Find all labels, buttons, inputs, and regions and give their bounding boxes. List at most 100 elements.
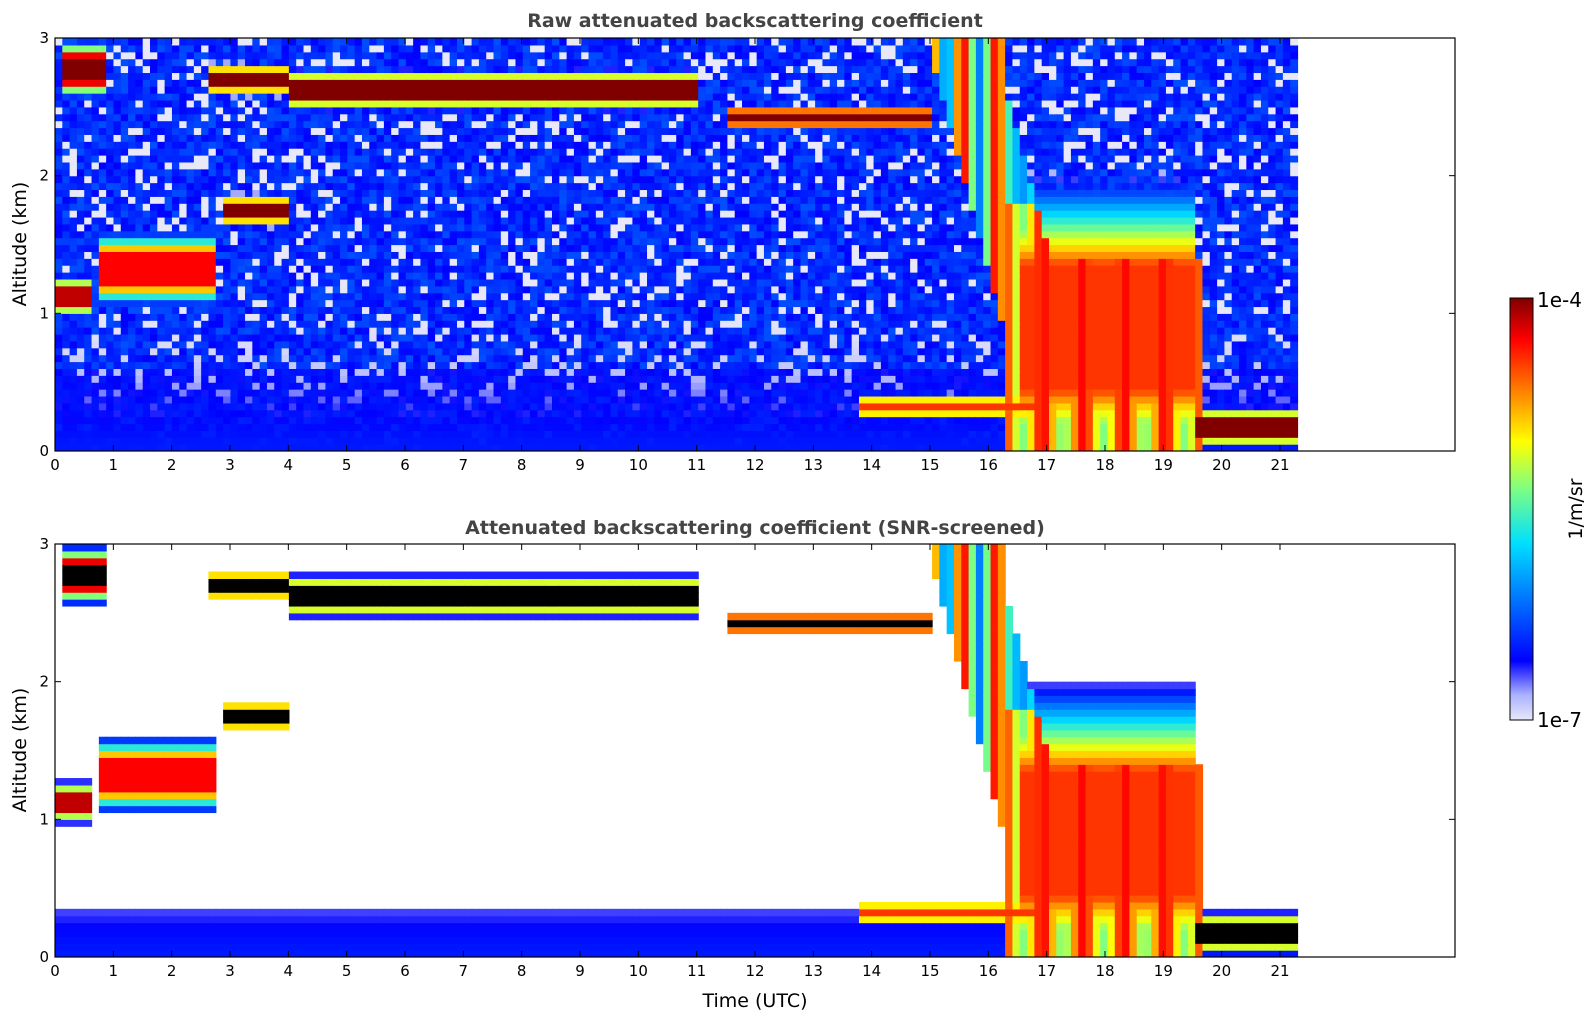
- heat-cell: [647, 430, 655, 438]
- heat-cell: [288, 127, 297, 135]
- heat-cell: [252, 409, 261, 418]
- heat-cell: [223, 134, 232, 142]
- heat-cell: [325, 175, 334, 184]
- heat-cell: [581, 120, 590, 129]
- heat-cell: [478, 416, 487, 425]
- heat-cell: [354, 272, 363, 280]
- heat-cell: [522, 58, 531, 67]
- heat-cell: [566, 340, 575, 349]
- heat-cell: [281, 278, 290, 287]
- heat-cell: [340, 175, 348, 184]
- heat-cell: [405, 285, 414, 294]
- heat-cell: [179, 251, 188, 259]
- heat-cell: [157, 320, 166, 328]
- heat-cell: [164, 382, 173, 390]
- heat-cell: [347, 340, 356, 349]
- heat-cell: [515, 175, 524, 184]
- heat-cell: [266, 99, 275, 108]
- heat-cell: [193, 113, 202, 122]
- heat-cell: [193, 437, 202, 445]
- heat-cell: [318, 409, 327, 418]
- heat-cell: [603, 203, 612, 211]
- heat-cell: [223, 93, 232, 101]
- heat-cell: [398, 141, 407, 149]
- heat-cell: [120, 347, 129, 356]
- heat-cell: [179, 79, 188, 87]
- heat-cell: [55, 313, 63, 321]
- heat-cell: [413, 423, 422, 431]
- heat-cell: [435, 395, 443, 404]
- heat-cell: [478, 382, 487, 390]
- heat-cell: [303, 361, 312, 369]
- heat-cell: [69, 354, 78, 363]
- heat-cell: [639, 430, 648, 438]
- heat-cell: [552, 189, 560, 197]
- heat-cell: [106, 210, 115, 218]
- heat-cell: [588, 210, 597, 218]
- heat-cell: [325, 58, 334, 67]
- heat-cell: [310, 72, 319, 80]
- heat-cell: [55, 127, 63, 135]
- heat-cell: [106, 285, 115, 294]
- heat-cell: [515, 182, 524, 191]
- heat-cell: [208, 141, 217, 149]
- heat-cell: [654, 210, 663, 218]
- heat-cell: [471, 368, 480, 376]
- heat-cell: [566, 409, 575, 418]
- heat-cell: [449, 79, 458, 87]
- heat-cell: [91, 189, 100, 197]
- heat-cell: [296, 58, 305, 67]
- heat-cell: [544, 402, 553, 411]
- heat-cell: [237, 299, 246, 308]
- heat-cell: [588, 361, 597, 369]
- heat-cell: [150, 86, 158, 94]
- heat-cell: [150, 278, 158, 287]
- heat-cell: [91, 278, 100, 287]
- heat-cell: [632, 44, 641, 53]
- heat-cell: [201, 58, 210, 67]
- heat-cell: [332, 444, 341, 451]
- heat-cell: [171, 347, 180, 356]
- heat-cell: [383, 79, 392, 87]
- heat-cell: [405, 93, 414, 101]
- heat-cell: [281, 216, 290, 225]
- heat-cell: [245, 327, 253, 335]
- heat-cell: [84, 258, 93, 266]
- heat-cell: [486, 306, 495, 314]
- heat-cell: [252, 430, 261, 438]
- heat-cell: [347, 368, 356, 376]
- heat-cell: [508, 230, 517, 239]
- heat-cell: [420, 320, 429, 328]
- heat-cell: [106, 113, 115, 122]
- heat-cell: [303, 382, 312, 390]
- heat-cell: [310, 44, 319, 53]
- heat-cell: [610, 168, 619, 177]
- heat-cell: [427, 244, 436, 252]
- heat-cell: [62, 106, 71, 115]
- heat-cell: [266, 106, 275, 115]
- heat-cell: [62, 127, 71, 135]
- heat-cell: [632, 237, 641, 246]
- heat-cell: [573, 203, 582, 211]
- heat-cell: [632, 430, 641, 438]
- heat-cell: [522, 148, 531, 156]
- heat-cell: [266, 437, 275, 445]
- heat-cell: [559, 182, 568, 191]
- heat-cell: [340, 161, 348, 170]
- heat-cell: [208, 127, 217, 135]
- heat-cell: [515, 244, 524, 252]
- heat-cell: [376, 182, 385, 191]
- heat-cell: [522, 86, 531, 94]
- heat-cell: [486, 347, 495, 356]
- heat-cell: [193, 416, 202, 425]
- heat-cell: [456, 93, 465, 101]
- heat-cell: [230, 65, 239, 74]
- heat-cell: [274, 292, 283, 301]
- heat-cell: [237, 155, 246, 163]
- heat-cell: [530, 361, 538, 369]
- heat-cell: [215, 175, 224, 184]
- heat-cell: [588, 251, 597, 259]
- heat-cell: [361, 44, 370, 53]
- heat-cell: [230, 175, 239, 184]
- heat-cell: [617, 327, 626, 335]
